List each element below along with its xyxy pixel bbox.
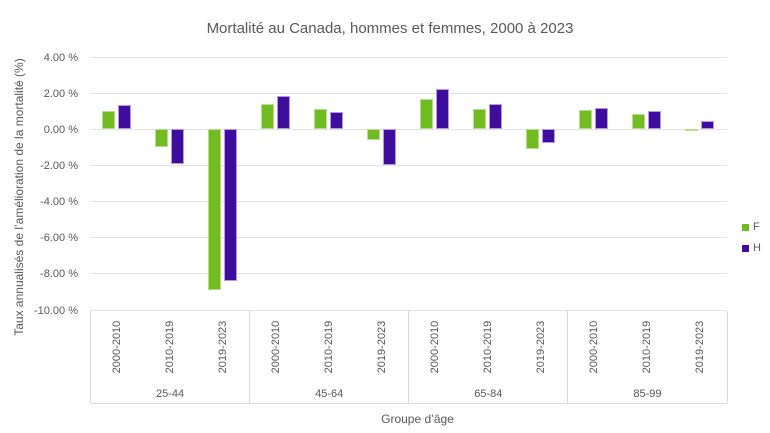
- gridline-4.00%: [90, 56, 727, 58]
- period-label-85-99-2000-2010: 2000-2010: [588, 320, 601, 374]
- period-label-25-44-2000-2010: 2000-2010: [111, 320, 124, 374]
- bar-H-45-64-2010-2019: [330, 112, 344, 130]
- y-tick--4.00%: -4.00 %: [40, 196, 78, 209]
- gridline--4.00%: [90, 201, 727, 203]
- y-tick-0.00%: 0.00 %: [43, 123, 78, 136]
- y-tick-2.00%: 2.00 %: [43, 87, 78, 100]
- bar-F-65-84-2000-2010: [420, 99, 434, 130]
- gridline--6.00%: [90, 237, 727, 239]
- period-label-85-99-2010-2019: 2010-2019: [641, 320, 654, 374]
- gridline--2.00%: [90, 164, 727, 166]
- gridline-0.00%: [90, 128, 727, 130]
- gridline--10.00%: [90, 309, 727, 311]
- bar-F-65-84-2010-2019: [473, 109, 487, 130]
- bar-F-85-99-2000-2010: [579, 110, 593, 130]
- y-tick--8.00%: -8.00 %: [40, 268, 78, 281]
- period-label-45-64-2000-2010: 2000-2010: [270, 320, 283, 374]
- bar-H-85-99-2019-2023: [701, 121, 715, 130]
- bar-H-65-84-2010-2019: [489, 103, 503, 130]
- legend-item-F: F: [742, 220, 761, 234]
- bar-H-25-44-2019-2023: [224, 129, 238, 282]
- bar-F-25-44-2000-2010: [102, 111, 116, 130]
- bar-H-85-99-2010-2019: [648, 111, 662, 130]
- period-label-65-84-2010-2019: 2010-2019: [482, 320, 495, 374]
- category-separator-3: [567, 310, 569, 403]
- plot-area: [90, 56, 727, 311]
- period-label-45-64-2010-2019: 2010-2019: [323, 320, 336, 374]
- bar-F-25-44-2019-2023: [208, 129, 222, 291]
- category-axis-bottom-line: [90, 403, 727, 404]
- bar-F-85-99-2010-2019: [632, 113, 646, 130]
- category-separator-1: [249, 310, 251, 403]
- bar-H-25-44-2000-2010: [118, 104, 132, 130]
- bar-F-65-84-2019-2023: [526, 129, 540, 150]
- y-tick--6.00%: -6.00 %: [40, 232, 78, 245]
- category-separator-2: [408, 310, 410, 403]
- legend-swatch-F: [742, 223, 749, 231]
- bar-H-25-44-2010-2019: [171, 129, 185, 164]
- period-label-25-44-2019-2023: 2019-2023: [217, 320, 230, 374]
- period-label-85-99-2019-2023: 2019-2023: [694, 320, 707, 374]
- bar-F-25-44-2010-2019: [155, 129, 169, 148]
- bar-H-85-99-2000-2010: [595, 107, 609, 130]
- legend-item-H: H: [742, 241, 761, 255]
- period-label-65-84-2000-2010: 2000-2010: [429, 320, 442, 374]
- period-label-45-64-2019-2023: 2019-2023: [376, 320, 389, 374]
- bar-F-85-99-2019-2023: [685, 129, 699, 132]
- period-label-65-84-2019-2023: 2019-2023: [535, 320, 548, 374]
- y-tick--10.00%: -10.00 %: [33, 304, 78, 317]
- bar-H-45-64-2000-2010: [277, 95, 291, 130]
- legend-label-H: H: [753, 242, 761, 254]
- bar-F-45-64-2000-2010: [261, 103, 275, 130]
- category-separator-4: [726, 310, 728, 403]
- y-tick-4.00%: 4.00 %: [43, 51, 78, 64]
- bar-F-45-64-2019-2023: [367, 129, 381, 141]
- bar-H-45-64-2019-2023: [383, 129, 397, 166]
- x-axis-title: Groupe d’âge: [381, 412, 454, 426]
- age-group-label-25-44: 25-44: [155, 388, 185, 400]
- legend-label-F: F: [753, 221, 760, 233]
- category-separator-0: [90, 310, 91, 403]
- gridline-2.00%: [90, 92, 727, 94]
- legend-swatch-H: [742, 244, 749, 252]
- bar-H-65-84-2000-2010: [436, 88, 450, 130]
- age-group-label-45-64: 45-64: [315, 388, 344, 400]
- period-label-25-44-2010-2019: 2010-2019: [164, 320, 177, 374]
- bar-H-65-84-2019-2023: [542, 129, 556, 143]
- age-group-label-85-99: 85-99: [633, 388, 662, 400]
- y-tick--2.00%: -2.00 %: [40, 159, 78, 172]
- age-group-label-65-84: 65-84: [474, 388, 503, 400]
- bar-F-45-64-2010-2019: [314, 109, 328, 130]
- gridline--8.00%: [90, 273, 727, 275]
- chart-title: Mortalité au Canada, hommes et femmes, 2…: [206, 20, 574, 37]
